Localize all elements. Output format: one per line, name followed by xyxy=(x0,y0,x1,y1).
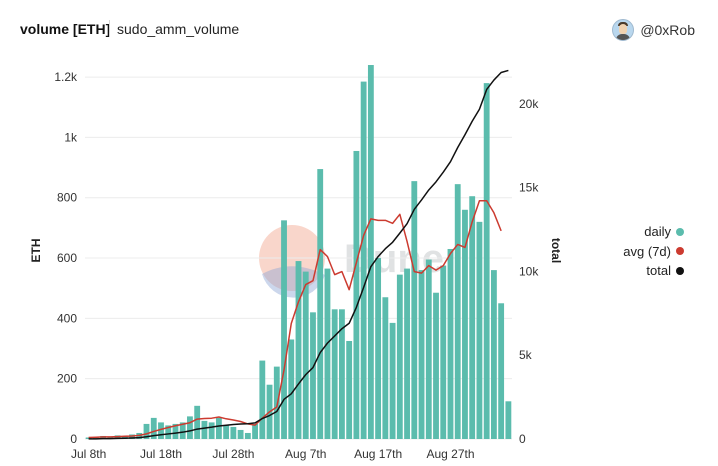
y-axis-label-right: total xyxy=(549,238,563,263)
legend-dot-icon xyxy=(676,266,684,275)
bar-daily xyxy=(259,360,266,439)
bar-daily xyxy=(165,425,172,439)
x-tick-label: Aug 27th xyxy=(426,447,474,461)
bar-daily xyxy=(143,423,150,439)
y-tick-label-right: 15k xyxy=(519,181,539,195)
bar-daily xyxy=(302,271,309,439)
x-tick-label: Aug 7th xyxy=(285,447,326,461)
bar-daily xyxy=(230,426,237,439)
chart-subtitle: sudo_amm_volume xyxy=(117,21,240,37)
bar-daily xyxy=(339,309,345,439)
bar-daily xyxy=(331,309,338,439)
bar-daily xyxy=(201,420,208,439)
bar-daily xyxy=(273,366,280,439)
x-tick-label: Jul 28th xyxy=(212,447,254,461)
y-tick-label-right: 20k xyxy=(519,97,539,111)
bar-daily xyxy=(433,292,439,439)
legend-item-daily[interactable]: daily xyxy=(574,222,684,242)
bar-daily xyxy=(179,422,186,439)
line-avg-7d xyxy=(88,199,502,439)
bar-daily xyxy=(288,339,295,439)
bar-daily xyxy=(404,268,410,439)
bar-daily xyxy=(295,261,302,439)
bar-daily xyxy=(360,81,367,439)
axes: 0 200 400 600 800 1k 1.2k 0 5k 10k 15k 20k Jul 8th Ju… xyxy=(54,70,539,461)
y-tick-label-left: 400 xyxy=(57,311,77,325)
chart-header: volume [ETH] sudo_amm_volume @0xRob xyxy=(0,0,718,60)
bar-daily xyxy=(172,423,179,439)
y-tick-label-left: 600 xyxy=(57,251,77,265)
bar-daily xyxy=(483,83,490,439)
legend-label: avg (7d) xyxy=(623,243,671,259)
bar-daily xyxy=(324,268,331,439)
bar-daily xyxy=(505,401,512,439)
chart-legend: daily avg (7d) total xyxy=(574,222,684,281)
legend-label: total xyxy=(646,263,671,279)
legend-item-total[interactable]: total xyxy=(574,261,684,281)
author-link[interactable]: @0xRob xyxy=(612,19,695,41)
bar-daily xyxy=(317,169,324,439)
bar-daily xyxy=(215,417,222,439)
bar-daily xyxy=(187,416,193,439)
y-axis-label-left: ETH xyxy=(29,239,43,263)
legend-item-avg[interactable]: avg (7d) xyxy=(574,242,684,262)
y-tick-label-right: 0 xyxy=(519,432,526,446)
y-tick-label-right: 5k xyxy=(519,348,533,362)
y-tick-label-left: 1.2k xyxy=(54,70,78,84)
bar-daily xyxy=(208,422,215,439)
x-tick-label: Jul 8th xyxy=(71,447,106,461)
bar-daily xyxy=(447,248,454,439)
bar-daily xyxy=(418,270,425,439)
author-name: @0xRob xyxy=(640,22,695,38)
bar-daily xyxy=(425,259,432,439)
bar-daily xyxy=(353,150,360,440)
legend-dot-icon xyxy=(676,247,684,256)
y-tick-label-left: 200 xyxy=(57,372,77,386)
x-tick-label: Jul 18th xyxy=(140,447,182,461)
watermark-wave xyxy=(262,266,325,298)
x-tick-label: Aug 17th xyxy=(354,447,402,461)
bar-daily xyxy=(389,322,396,439)
avatar-icon xyxy=(612,19,635,41)
bar-daily xyxy=(454,184,461,439)
bar-daily xyxy=(367,65,374,440)
bar-daily xyxy=(411,181,418,439)
bar-daily xyxy=(244,432,251,439)
bar-daily xyxy=(281,220,287,439)
bar-daily xyxy=(476,221,483,439)
legend-dot-icon xyxy=(676,227,684,236)
bar-daily xyxy=(150,417,157,439)
bar-daily xyxy=(396,274,403,439)
bar-daily xyxy=(440,265,447,439)
bar-daily xyxy=(129,434,135,439)
bar-daily xyxy=(469,196,476,439)
bar-daily xyxy=(252,423,258,439)
bar-daily xyxy=(237,429,244,439)
chart-title: volume [ETH] xyxy=(20,21,111,37)
bar-daily xyxy=(490,270,497,439)
y-tick-label-right: 10k xyxy=(519,264,539,278)
bar-daily xyxy=(158,422,164,439)
bar-daily xyxy=(346,340,353,439)
line-total xyxy=(88,69,509,440)
series-lines xyxy=(88,69,509,440)
bar-daily xyxy=(462,209,468,439)
bar-daily xyxy=(223,425,230,439)
bar-daily xyxy=(375,258,382,439)
bar-daily xyxy=(382,297,389,439)
legend-label: daily xyxy=(644,224,671,240)
y-tick-label-left: 800 xyxy=(57,191,77,205)
bar-daily xyxy=(310,312,316,439)
bar-daily xyxy=(194,405,201,439)
y-tick-label-left: 1k xyxy=(64,130,78,144)
bar-daily xyxy=(498,303,505,439)
title-separator xyxy=(109,20,110,37)
y-tick-label-left: 0 xyxy=(70,432,77,446)
